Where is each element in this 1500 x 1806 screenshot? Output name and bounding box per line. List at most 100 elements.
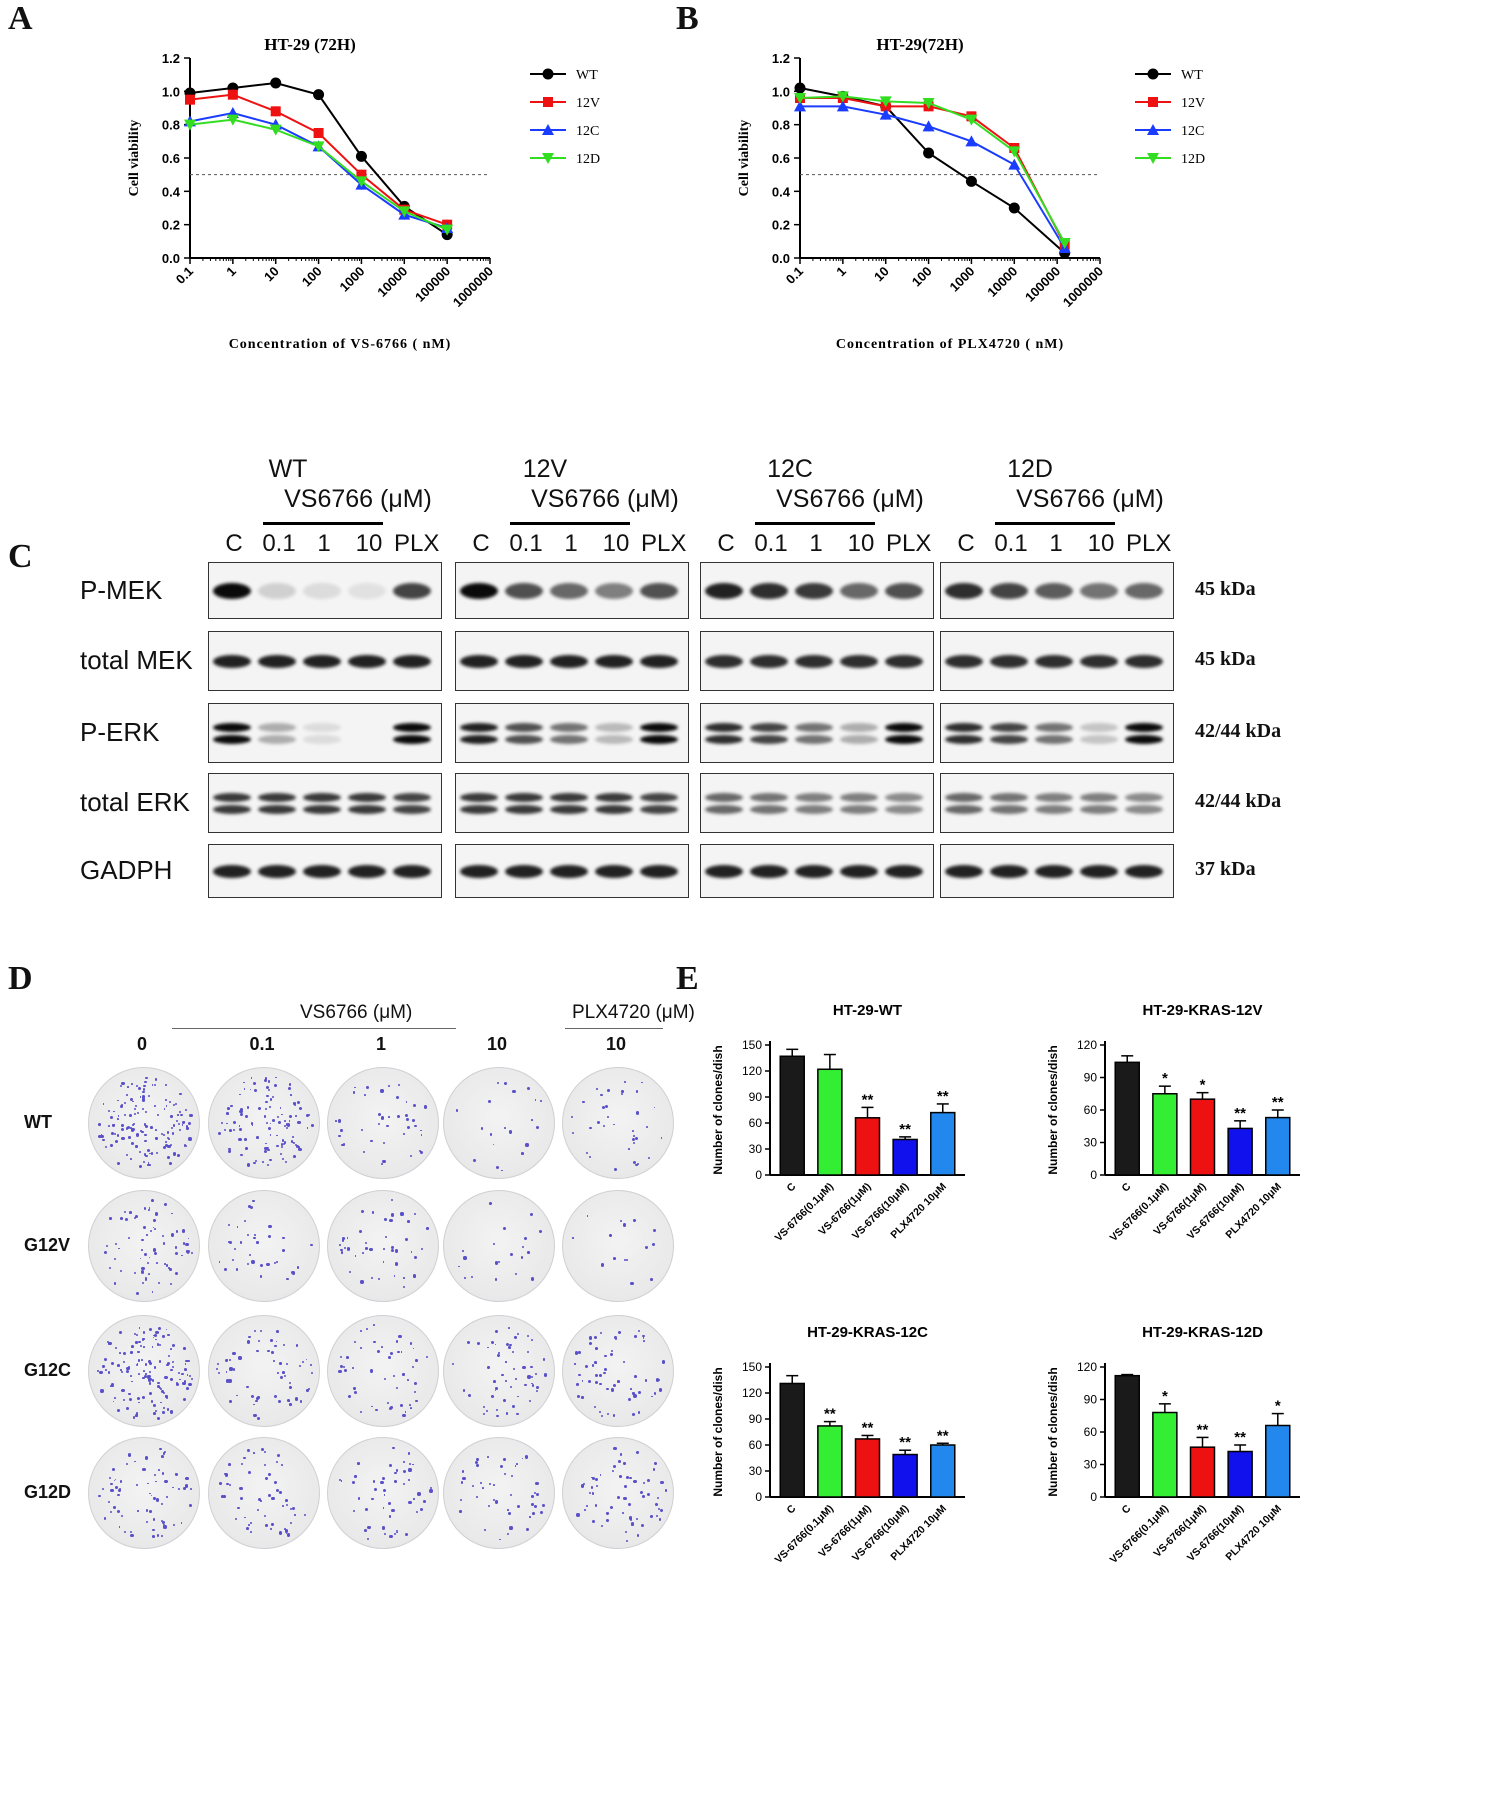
colony-dot — [138, 1164, 142, 1168]
colony-dot — [382, 1159, 386, 1164]
colony-concentration-label: 0.1 — [249, 1034, 275, 1054]
colony-dot — [228, 1150, 232, 1154]
colony-dot — [511, 1404, 516, 1408]
colony-dot — [650, 1515, 654, 1518]
colony-dot — [112, 1110, 115, 1113]
colony-dot — [384, 1217, 387, 1221]
blot-band — [705, 654, 743, 668]
colony-dot — [228, 1463, 232, 1467]
colony-dot — [640, 1523, 644, 1528]
colony-dot — [125, 1462, 129, 1466]
colony-dot — [601, 1106, 605, 1110]
colony-dot — [143, 1123, 147, 1126]
point-wt — [1008, 202, 1020, 214]
colony-dot — [282, 1248, 286, 1252]
point-wt — [313, 89, 325, 101]
colony-dot — [267, 1349, 270, 1353]
colony-dot — [264, 1079, 268, 1083]
blot-band — [840, 734, 878, 744]
colony-dot — [122, 1398, 125, 1402]
colony-concentration-label: 1 — [375, 1034, 386, 1054]
colony-dot — [144, 1277, 147, 1280]
y-axis-label: Number of clones/dish — [1046, 1045, 1060, 1174]
colony-dish — [88, 1190, 200, 1302]
colony-dish — [327, 1190, 439, 1302]
colony-dot — [286, 1123, 291, 1127]
colony-dot — [125, 1217, 129, 1221]
colony-dot — [234, 1518, 237, 1521]
point-12d — [922, 98, 935, 109]
colony-dot — [623, 1484, 628, 1488]
blot-dose-bar — [755, 522, 875, 525]
colony-dot — [412, 1463, 415, 1466]
colony-dot — [266, 1094, 269, 1097]
colony-dot — [163, 1406, 165, 1409]
blot-band — [1035, 734, 1073, 744]
colony-dot — [279, 1152, 283, 1155]
x-tick-label: 1 — [833, 264, 849, 280]
blot-band — [885, 792, 923, 802]
colony-dot — [402, 1413, 406, 1417]
y-tick-label: 0 — [755, 1490, 762, 1504]
colony-dot — [642, 1481, 646, 1485]
colony-dot — [139, 1151, 142, 1154]
point-12c — [922, 120, 935, 132]
blot-band — [303, 804, 341, 814]
colony-dot — [426, 1227, 429, 1230]
colony-dot — [243, 1081, 246, 1084]
blot-band — [460, 654, 498, 668]
colony-dot — [593, 1405, 597, 1408]
colony-dot — [239, 1109, 243, 1113]
colony-dot — [376, 1350, 380, 1354]
colony-dot — [172, 1152, 176, 1156]
colony-dot — [244, 1516, 247, 1519]
colony-dot — [380, 1480, 384, 1485]
colony-dot — [527, 1251, 531, 1254]
colony-dot — [268, 1235, 272, 1239]
colony-dot — [348, 1271, 351, 1274]
colony-dot — [263, 1463, 267, 1467]
blot-box — [700, 703, 934, 763]
blot-band — [393, 734, 431, 744]
colony-dot — [221, 1495, 224, 1498]
bar — [1189, 1446, 1216, 1498]
colony-dot — [516, 1412, 519, 1416]
colony-dot — [360, 1280, 364, 1284]
colony-dot — [373, 1324, 376, 1327]
blot-box — [455, 844, 689, 898]
colony-dot — [507, 1532, 510, 1535]
blot-group-genotype: WT — [268, 455, 308, 483]
blot-box — [700, 844, 934, 898]
lane-label: PLX — [641, 530, 687, 557]
blot-box — [940, 844, 1174, 898]
colony-dot — [225, 1379, 230, 1383]
colony-dot — [390, 1249, 394, 1253]
colony-dot — [380, 1162, 383, 1165]
colony-dot — [103, 1358, 107, 1362]
blot-band — [1035, 864, 1073, 878]
colony-dot — [462, 1388, 466, 1392]
colony-dot — [162, 1335, 165, 1338]
colony-dot — [647, 1492, 651, 1496]
blot-group-genotype: 12V — [522, 455, 568, 483]
colony-dot — [131, 1082, 133, 1085]
colony-dot — [517, 1395, 519, 1398]
colony-dot — [488, 1100, 492, 1104]
colony-dot — [119, 1104, 123, 1108]
colony-dot — [160, 1455, 164, 1458]
colony-dot — [185, 1242, 189, 1247]
colony-dot — [476, 1458, 479, 1461]
colony-dot — [166, 1408, 170, 1411]
colony-dot — [532, 1511, 536, 1515]
blot-band — [640, 792, 678, 802]
blot-band — [945, 864, 983, 878]
point-12d — [184, 119, 196, 131]
colony-dot — [530, 1277, 535, 1281]
colony-dot — [188, 1137, 192, 1141]
colony-dot — [159, 1447, 163, 1451]
legend-label-12v: 12V — [576, 96, 600, 111]
colony-dot — [413, 1390, 417, 1394]
colony-dot — [145, 1373, 147, 1375]
colony-dot — [186, 1386, 190, 1390]
